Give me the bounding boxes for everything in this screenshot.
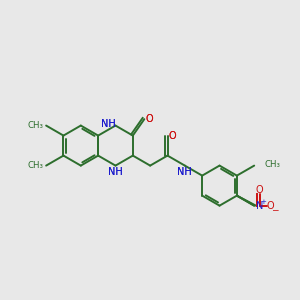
Text: O: O [169,130,177,141]
Text: O: O [256,185,263,195]
Text: O: O [146,114,153,124]
Text: NH: NH [177,167,192,177]
Text: −: − [271,205,279,214]
Text: NH: NH [108,167,123,177]
Text: NH: NH [177,167,192,177]
Text: CH₃: CH₃ [27,121,43,130]
Text: NH: NH [101,119,116,129]
Text: NH: NH [108,167,123,177]
Text: CH₃: CH₃ [27,161,43,170]
Text: NH: NH [101,119,116,129]
Text: +: + [261,199,267,205]
Text: O: O [169,130,177,141]
Text: O: O [267,201,274,211]
Text: O: O [146,114,153,124]
Text: CH₃: CH₃ [265,160,281,169]
Text: N: N [256,201,263,211]
